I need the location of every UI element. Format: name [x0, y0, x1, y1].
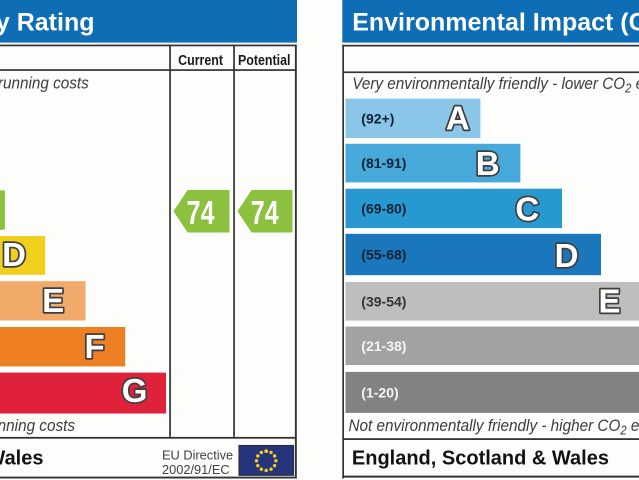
- svg-text:D: D: [2, 236, 26, 273]
- svg-text:A: A: [446, 99, 470, 136]
- svg-text:(1-20): (1-20): [361, 384, 398, 400]
- svg-text:(21-38): (21-38): [361, 338, 406, 354]
- svg-text:2002/91/EC: 2002/91/EC: [162, 462, 230, 477]
- svg-text:(92+): (92+): [361, 111, 394, 127]
- svg-text:(39-54): (39-54): [361, 293, 406, 309]
- svg-text:Very environmentally friendly: Very environmentally friendly - lower CO…: [352, 74, 639, 95]
- svg-text:C: C: [515, 191, 539, 228]
- svg-text:EU Directive: EU Directive: [162, 447, 233, 462]
- svg-text:Not energy efficient - higher: Not energy efficient - higher running co…: [0, 416, 75, 435]
- svg-text:E: E: [42, 282, 64, 319]
- svg-text:Current: Current: [178, 52, 223, 68]
- svg-text:G: G: [122, 372, 148, 409]
- svg-text:E: E: [598, 282, 620, 319]
- svg-text:Energy Efficiency Rating: Energy Efficiency Rating: [0, 9, 95, 37]
- svg-text:D: D: [555, 237, 579, 274]
- svg-text:Potential: Potential: [238, 52, 291, 68]
- svg-text:Not environmentally friendly -: Not environmentally friendly - higher CO…: [349, 416, 639, 437]
- svg-text:(55-68): (55-68): [361, 246, 406, 262]
- svg-text:Environmental Impact (CO₂) Rat: Environmental Impact (CO₂) Rating: [352, 9, 639, 37]
- svg-text:B: B: [476, 145, 500, 182]
- svg-text:Very energy efficient - lower: Very energy efficient - lower running co…: [0, 74, 89, 93]
- svg-text:England & Wales: England & Wales: [0, 448, 44, 470]
- svg-text:F: F: [85, 328, 105, 365]
- svg-text:74: 74: [251, 195, 279, 232]
- svg-text:(69-80): (69-80): [361, 201, 406, 217]
- svg-text:74: 74: [187, 195, 215, 232]
- svg-text:(81-91): (81-91): [361, 155, 406, 171]
- svg-text:England, Scotland & Wales: England, Scotland & Wales: [352, 448, 609, 470]
